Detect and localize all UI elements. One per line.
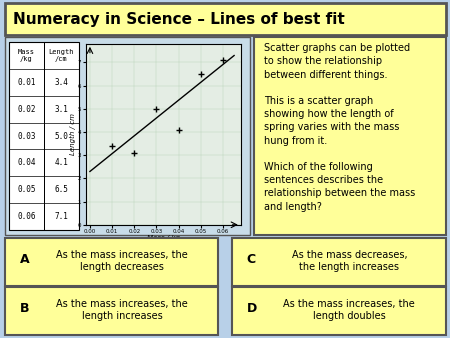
FancyBboxPatch shape bbox=[232, 238, 446, 286]
FancyBboxPatch shape bbox=[4, 3, 446, 35]
Text: As the mass increases, the
length increases: As the mass increases, the length increa… bbox=[56, 299, 188, 321]
X-axis label: Mass / kg: Mass / kg bbox=[147, 235, 180, 241]
FancyBboxPatch shape bbox=[4, 37, 250, 235]
Text: 0.06: 0.06 bbox=[17, 212, 36, 221]
FancyBboxPatch shape bbox=[254, 37, 446, 235]
Text: As the mass increases, the
length decreases: As the mass increases, the length decrea… bbox=[56, 250, 188, 272]
Text: Scatter graphs can be plotted
to show the relationship
between different things.: Scatter graphs can be plotted to show th… bbox=[264, 43, 415, 212]
Text: 0.02: 0.02 bbox=[17, 105, 36, 114]
Text: 4.1: 4.1 bbox=[54, 158, 68, 167]
Text: 0.01: 0.01 bbox=[17, 78, 36, 87]
FancyBboxPatch shape bbox=[4, 287, 218, 335]
Text: As the mass increases, the
length doubles: As the mass increases, the length double… bbox=[284, 299, 415, 321]
Text: As the mass decreases,
the length increases: As the mass decreases, the length increa… bbox=[292, 250, 407, 272]
Text: 0.03: 0.03 bbox=[17, 131, 36, 141]
Text: 6.5: 6.5 bbox=[54, 185, 68, 194]
FancyBboxPatch shape bbox=[4, 238, 218, 286]
Text: B: B bbox=[19, 302, 29, 315]
Text: 0.04: 0.04 bbox=[17, 158, 36, 167]
Text: 3.1: 3.1 bbox=[54, 105, 68, 114]
Text: Mass
/kg: Mass /kg bbox=[18, 49, 35, 62]
Text: 3.4: 3.4 bbox=[54, 78, 68, 87]
FancyBboxPatch shape bbox=[232, 287, 446, 335]
Text: Numeracy in Science – Lines of best fit: Numeracy in Science – Lines of best fit bbox=[14, 12, 345, 27]
Text: Length
/cm: Length /cm bbox=[49, 49, 74, 62]
Text: D: D bbox=[247, 302, 257, 315]
Text: 5.0: 5.0 bbox=[54, 131, 68, 141]
Y-axis label: Length / cm: Length / cm bbox=[70, 113, 77, 155]
Text: 0.05: 0.05 bbox=[17, 185, 36, 194]
Text: 7.1: 7.1 bbox=[54, 212, 68, 221]
Text: A: A bbox=[19, 253, 29, 266]
Text: C: C bbox=[247, 253, 256, 266]
FancyBboxPatch shape bbox=[9, 42, 79, 230]
